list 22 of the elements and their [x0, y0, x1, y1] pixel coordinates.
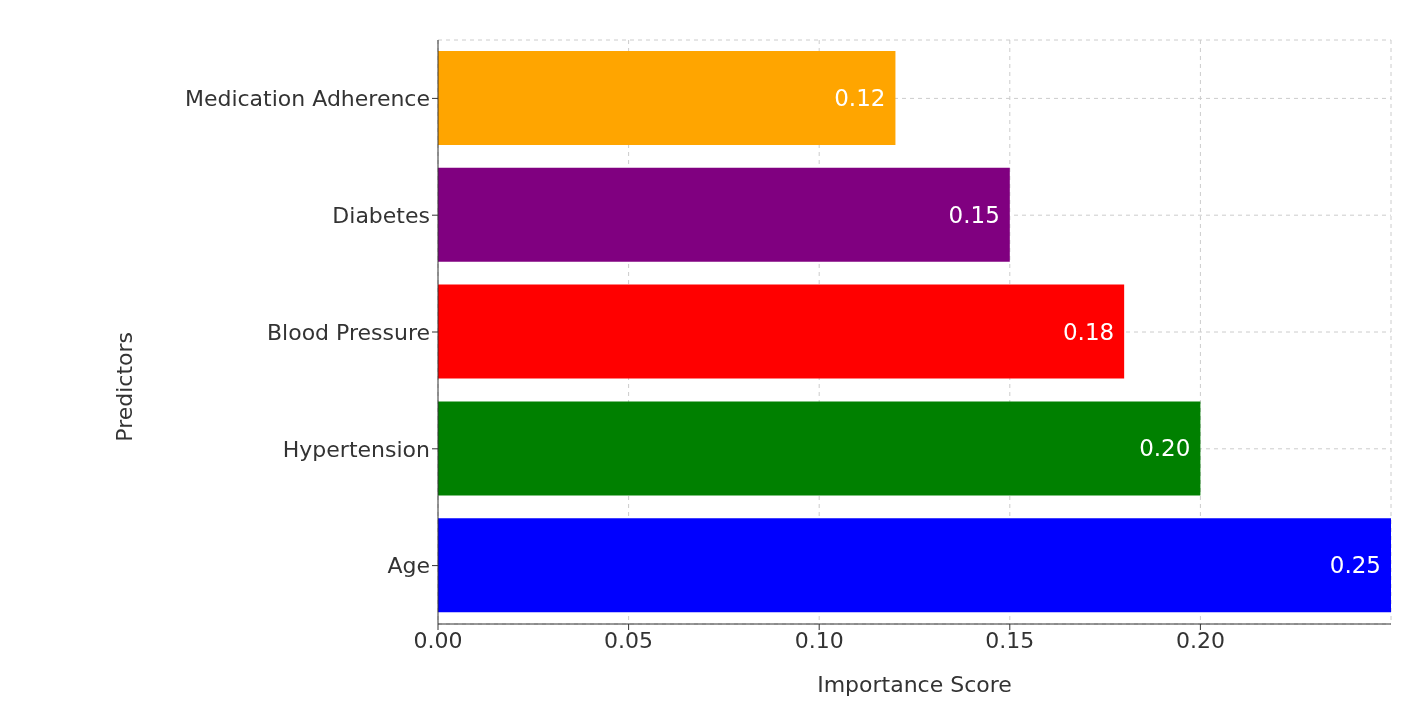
x-axis-title: Importance Score	[817, 672, 1012, 697]
bar	[438, 167, 1010, 262]
y-tick-label: Blood Pressure	[266, 319, 430, 345]
text: 0.00	[413, 627, 463, 653]
y-tick-label: Age	[387, 553, 430, 579]
text: 0.05	[604, 627, 654, 653]
y-tick-label: Diabetes	[332, 203, 430, 229]
text: 0.15	[985, 627, 1035, 653]
bar	[438, 284, 1125, 379]
text: 0.20	[1175, 627, 1225, 653]
y-tick-label: Medication Adherence	[184, 86, 430, 112]
data-label: 0.12	[834, 85, 886, 111]
data-label: 0.25	[1329, 552, 1381, 579]
data-label: 0.15	[948, 201, 1000, 228]
text: 0.10	[794, 627, 844, 653]
bar	[438, 518, 1391, 613]
y-axis-title: Predictors	[111, 332, 137, 442]
bar	[438, 51, 896, 145]
data-label: 0.20	[1139, 435, 1191, 462]
bar	[438, 401, 1201, 496]
data-label: 0.18	[1062, 318, 1115, 345]
y-tick-label: Hypertension	[282, 436, 430, 462]
